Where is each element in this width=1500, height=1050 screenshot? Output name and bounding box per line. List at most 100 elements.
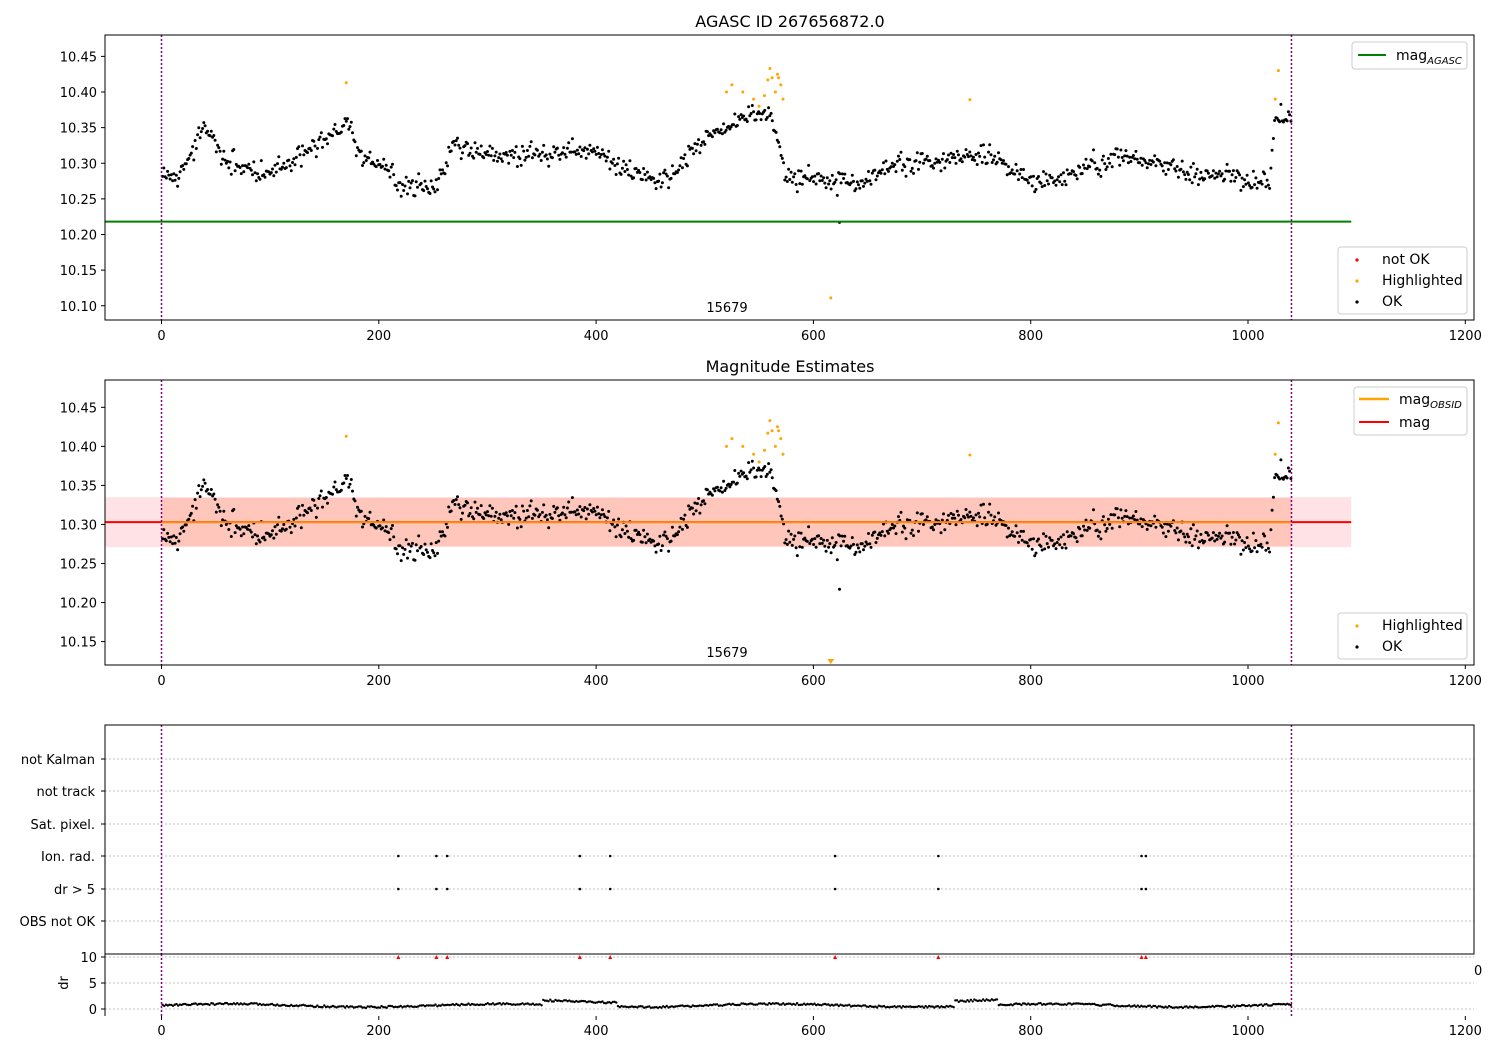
ok-point bbox=[897, 515, 900, 519]
ok-point bbox=[414, 180, 418, 184]
ok-point bbox=[1064, 183, 1068, 187]
ok-point bbox=[1100, 158, 1104, 162]
ok-point bbox=[326, 501, 329, 505]
ok-point bbox=[388, 538, 392, 542]
ok-point bbox=[1133, 518, 1137, 522]
ok-point bbox=[361, 525, 364, 529]
ok-point bbox=[968, 510, 972, 514]
ok-point bbox=[407, 542, 411, 546]
dr-point bbox=[1100, 1004, 1103, 1007]
ok-point bbox=[850, 536, 854, 540]
ok-point bbox=[547, 526, 551, 530]
ok-point bbox=[880, 168, 884, 172]
dr-point bbox=[1004, 1004, 1007, 1007]
dr-point bbox=[862, 1004, 865, 1007]
dr-point bbox=[988, 999, 992, 1002]
y-tick-label-10.15: 10.15 bbox=[60, 264, 97, 279]
ok-point bbox=[1223, 177, 1227, 181]
ok-point bbox=[544, 513, 548, 517]
ok-point bbox=[890, 161, 894, 165]
ok-point bbox=[1188, 178, 1192, 182]
ok-point bbox=[1243, 178, 1247, 182]
ok-point bbox=[182, 167, 186, 171]
dr-point bbox=[361, 1006, 364, 1009]
dr-point bbox=[366, 1005, 369, 1008]
ok-point bbox=[974, 513, 978, 517]
ok-point bbox=[162, 528, 166, 532]
ok-point bbox=[620, 528, 624, 532]
ok-point bbox=[363, 514, 367, 518]
dr-point bbox=[888, 1006, 891, 1009]
ok-point bbox=[759, 118, 763, 122]
ok-point bbox=[1088, 526, 1092, 530]
ok-point bbox=[1265, 541, 1269, 545]
dr-point bbox=[662, 1005, 665, 1008]
ok-point bbox=[426, 187, 429, 191]
ok-point bbox=[542, 143, 546, 147]
ok-point bbox=[391, 524, 394, 527]
ok-point bbox=[977, 151, 980, 155]
dr-point bbox=[382, 1006, 385, 1009]
ok-point bbox=[274, 170, 278, 174]
ok-point bbox=[615, 523, 619, 527]
ok-point bbox=[622, 159, 626, 163]
ok-point bbox=[954, 523, 958, 527]
ok-point bbox=[785, 180, 789, 183]
flag-point bbox=[833, 854, 837, 858]
ok-point bbox=[417, 172, 421, 176]
dr-point bbox=[1268, 1004, 1272, 1007]
ok-point bbox=[560, 511, 564, 515]
dr-point bbox=[547, 1000, 550, 1003]
dr-point bbox=[729, 1003, 733, 1006]
dr-point bbox=[855, 1004, 858, 1008]
ok-point bbox=[404, 175, 408, 179]
dr-point bbox=[1107, 1003, 1110, 1006]
ok-point bbox=[413, 194, 417, 198]
dr-point bbox=[1147, 1004, 1150, 1007]
ok-point bbox=[326, 142, 329, 146]
ok-point bbox=[1009, 533, 1013, 537]
ok-point bbox=[438, 530, 442, 534]
dr-point bbox=[813, 1002, 816, 1005]
dr-point bbox=[1072, 1002, 1075, 1005]
ok-point bbox=[573, 150, 577, 154]
ok-point bbox=[828, 179, 832, 183]
ok-point bbox=[1123, 154, 1127, 158]
ok-point bbox=[928, 159, 932, 163]
ok-point bbox=[1118, 525, 1122, 529]
ok-point bbox=[223, 158, 227, 162]
ok-point bbox=[1190, 181, 1194, 185]
x-tick-label-600: 600 bbox=[801, 329, 826, 344]
dr-point bbox=[823, 1002, 827, 1006]
ok-point bbox=[1271, 137, 1275, 140]
ok-point bbox=[727, 482, 731, 486]
dr-point bbox=[736, 1003, 740, 1007]
x-tick-label-1200: 1200 bbox=[1449, 329, 1482, 344]
ok-point bbox=[975, 524, 979, 528]
ok-point bbox=[1124, 149, 1128, 153]
ok-point bbox=[915, 511, 919, 515]
ok-point bbox=[168, 177, 172, 181]
ok-point bbox=[903, 165, 907, 169]
ok-point bbox=[1053, 542, 1057, 546]
ok-point bbox=[654, 550, 658, 554]
dr-point bbox=[1260, 1003, 1263, 1006]
flag-label: not track bbox=[36, 785, 95, 800]
highlighted-point bbox=[752, 97, 756, 101]
flag-label: OBS not OK bbox=[20, 915, 96, 930]
ok-point bbox=[428, 556, 432, 560]
ok-point bbox=[824, 549, 828, 553]
dr-point bbox=[929, 1005, 933, 1008]
ok-point bbox=[752, 466, 756, 470]
ok-point bbox=[422, 189, 426, 193]
ok-point bbox=[667, 186, 671, 190]
ok-point bbox=[1260, 545, 1264, 549]
x-tick-label-600: 600 bbox=[801, 674, 826, 689]
ok-point bbox=[603, 515, 607, 519]
ok-point bbox=[176, 548, 180, 552]
ok-point bbox=[1161, 169, 1165, 173]
ok-point bbox=[321, 505, 324, 509]
ok-point bbox=[314, 155, 318, 159]
ok-point bbox=[904, 174, 908, 178]
dr-point bbox=[1105, 1003, 1108, 1006]
